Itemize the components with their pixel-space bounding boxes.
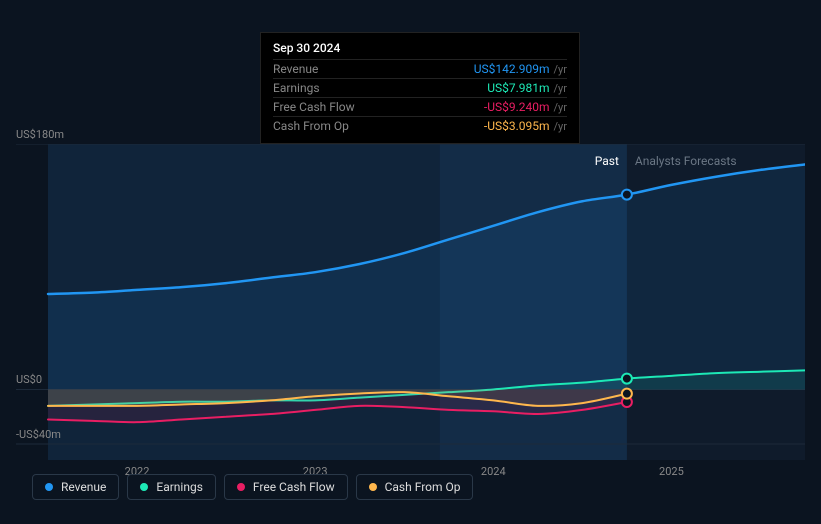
legend-dot — [369, 483, 377, 491]
tooltip-label: Cash From Op — [273, 119, 349, 133]
tooltip-suffix: /yr — [554, 101, 567, 114]
legend-item-revenue[interactable]: Revenue — [32, 474, 119, 500]
legend-label: Free Cash Flow — [253, 480, 335, 494]
legend-dot — [237, 483, 245, 491]
legend-item-free-cash-flow[interactable]: Free Cash Flow — [224, 474, 348, 500]
legend-dot — [45, 483, 53, 491]
legend-item-cash-from-op[interactable]: Cash From Op — [356, 474, 474, 500]
tooltip-label: Earnings — [273, 81, 320, 95]
tooltip-date: Sep 30 2024 — [273, 41, 567, 55]
tooltip-suffix: /yr — [554, 120, 567, 133]
chart-tooltip: Sep 30 2024 RevenueUS$142.909m/yrEarning… — [260, 32, 580, 144]
tooltip-label: Revenue — [273, 62, 318, 76]
period-label-forecast: Analysts Forecasts — [635, 154, 737, 168]
tooltip-value: US$142.909m — [474, 62, 550, 76]
x-axis-label: 2024 — [481, 465, 506, 478]
legend: Revenue Earnings Free Cash Flow Cash From O… — [32, 474, 473, 500]
tooltip-value: US$7.981m — [487, 81, 549, 95]
legend-item-earnings[interactable]: Earnings — [127, 474, 216, 500]
tooltip-row: Earnings US$7.981m/yr — [273, 78, 567, 97]
tooltip-row: Revenue US$142.909m/yr — [273, 59, 567, 78]
y-axis-label: US$180m — [16, 128, 64, 141]
y-axis-label: -US$40m — [16, 428, 61, 441]
tooltip-row: Free Cash Flow -US$9.240m/yr — [273, 97, 567, 116]
legend-label: Revenue — [61, 480, 106, 494]
tooltip-suffix: /yr — [554, 63, 567, 76]
plot-svg — [16, 144, 805, 460]
tooltip-value: -US$9.240m — [484, 100, 550, 114]
tooltip-value: -US$3.095m — [484, 119, 550, 133]
plot-area[interactable]: US$180mUS$0-US$40m2022202320242025PastAn… — [16, 144, 805, 460]
legend-label: Earnings — [156, 480, 203, 494]
period-label-past: Past — [595, 154, 619, 168]
x-axis-label: 2025 — [659, 465, 684, 478]
legend-dot — [140, 483, 148, 491]
y-axis-label: US$0 — [16, 373, 42, 386]
tooltip-row: Cash From Op -US$3.095m/yr — [273, 116, 567, 135]
tooltip-suffix: /yr — [554, 82, 567, 95]
chart-container: Sep 30 2024 RevenueUS$142.909m/yrEarning… — [16, 16, 805, 508]
legend-label: Cash From Op — [385, 480, 461, 494]
tooltip-label: Free Cash Flow — [273, 100, 355, 114]
